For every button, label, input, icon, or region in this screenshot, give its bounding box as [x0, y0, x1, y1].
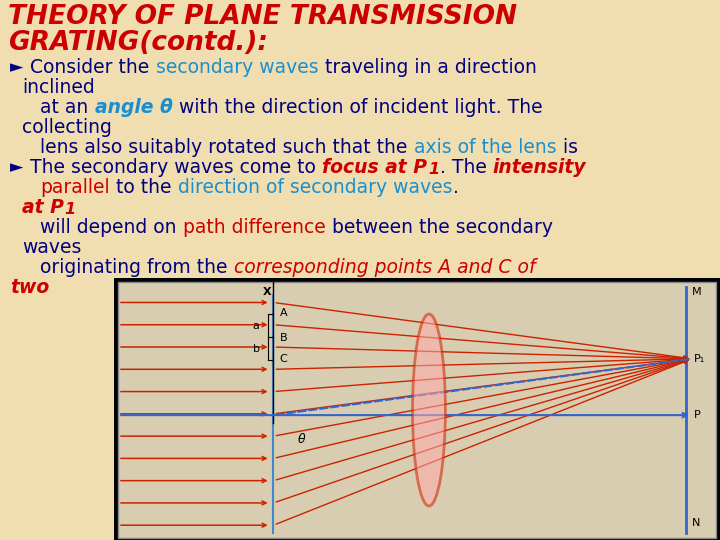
Text: is: is: [557, 138, 578, 157]
Text: ►: ►: [10, 158, 23, 176]
Text: secondary waves: secondary waves: [156, 58, 318, 77]
Text: at an: at an: [40, 98, 94, 117]
Bar: [114, 278, 720, 540]
Text: B: B: [279, 333, 287, 343]
Text: GRATING(contd.):: GRATING(contd.):: [8, 30, 268, 56]
Text: will depend on: will depend on: [40, 218, 182, 237]
Text: ►: ►: [10, 58, 23, 76]
Text: 1: 1: [428, 162, 439, 177]
Text: focus at P: focus at P: [323, 158, 428, 177]
Text: N: N: [692, 518, 701, 528]
Text: P: P: [694, 410, 701, 420]
Text: to the: to the: [110, 178, 178, 197]
Ellipse shape: [413, 314, 446, 506]
Text: parallel: parallel: [40, 178, 109, 197]
Text: with the direction of incident light. The: with the direction of incident light. Th…: [173, 98, 543, 117]
Text: between the secondary: between the secondary: [326, 218, 553, 237]
Text: at P: at P: [22, 198, 64, 217]
Text: X: X: [264, 287, 272, 297]
Text: M: M: [692, 287, 702, 297]
Text: C: C: [279, 354, 287, 364]
Text: lens also suitably rotated such that the: lens also suitably rotated such that the: [40, 138, 413, 157]
Text: path difference: path difference: [183, 218, 325, 237]
Text: A: A: [279, 308, 287, 318]
Text: THEORY OF PLANE TRANSMISSION: THEORY OF PLANE TRANSMISSION: [8, 4, 517, 30]
Text: . The: . The: [439, 158, 492, 177]
Text: axis of the lens: axis of the lens: [414, 138, 557, 157]
Text: The secondary waves come to: The secondary waves come to: [30, 158, 322, 177]
Text: θ: θ: [297, 433, 305, 446]
Text: Consider the: Consider the: [30, 58, 156, 77]
Text: intensity: intensity: [493, 158, 587, 177]
Text: two: two: [10, 278, 49, 297]
Text: waves: waves: [22, 238, 81, 257]
Text: traveling in a direction: traveling in a direction: [319, 58, 536, 77]
Text: .: .: [453, 178, 459, 197]
Text: 1: 1: [64, 202, 76, 217]
Text: angle θ: angle θ: [95, 98, 173, 117]
Text: collecting: collecting: [22, 118, 112, 137]
Text: a: a: [253, 321, 259, 330]
Text: b: b: [253, 343, 259, 354]
Text: P₁: P₁: [694, 354, 706, 364]
Bar: [118, 282, 716, 538]
Text: originating from the: originating from the: [40, 258, 233, 277]
Text: inclined: inclined: [22, 78, 95, 97]
Text: corresponding points A and C of: corresponding points A and C of: [234, 258, 536, 277]
Text: direction of secondary waves: direction of secondary waves: [178, 178, 453, 197]
